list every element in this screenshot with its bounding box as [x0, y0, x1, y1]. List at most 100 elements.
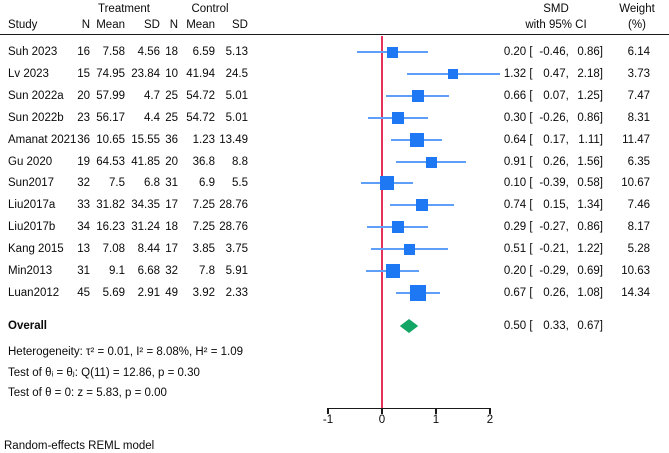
axis-tick-label: 2 [486, 414, 494, 426]
axis-tick-mark [435, 408, 437, 414]
smd-value: 0.50 [0.33, 0.67] [493, 319, 603, 333]
smd-bracket-close: ] [599, 177, 603, 189]
weight-value: 11.47 [622, 134, 650, 146]
smd-bracket-open: [ [526, 177, 533, 189]
treatment-mean: 64.53 [96, 156, 125, 168]
smd-estimate: 0.74 [503, 199, 527, 211]
smd-bracket-open: [ [526, 221, 533, 233]
effect-square [385, 264, 400, 278]
smd-value: 0.66 [0.07, 1.25] [493, 89, 603, 103]
treatment-n: 13 [77, 243, 90, 255]
smd-bracket-open: [ [526, 199, 533, 211]
group-header-treatment: Treatment [98, 3, 150, 15]
effect-square [387, 46, 399, 58]
treatment-sd: 6.68 [137, 265, 160, 277]
axis-tick-mark [489, 408, 491, 414]
smd-value: 0.10 [-0.39, 0.58] [493, 176, 603, 190]
smd-value: 0.91 [0.26, 1.56] [493, 155, 603, 169]
smd-estimate: 0.50 [503, 320, 527, 332]
smd-estimate: 0.30 [503, 112, 527, 124]
treatment-mean: 31.82 [96, 199, 125, 211]
smd-ci-lower: 0.33 [543, 320, 566, 332]
smd-ci-lower: -0.46 [539, 46, 566, 58]
control-mean: 3.85 [192, 243, 215, 255]
weight-value: 6.35 [627, 156, 650, 168]
smd-bracket-close: ] [599, 68, 603, 80]
control-mean: 7.25 [192, 199, 215, 211]
smd-bracket-close: ] [599, 46, 603, 58]
smd-ci-lower: 0.26 [543, 156, 566, 168]
axis-tick-mark [327, 408, 329, 414]
study-label: Sun2017 [8, 177, 55, 189]
smd-ci-lower: 0.07 [543, 90, 566, 102]
weight-value: 10.63 [621, 265, 650, 277]
smd-bracket-open: [ [526, 46, 533, 58]
effect-square [415, 199, 428, 211]
smd-ci-lower: -0.26 [539, 112, 566, 124]
smd-value: 0.64 [0.17, 1.11] [493, 133, 603, 147]
effect-square [404, 243, 416, 255]
control-n: 25 [165, 90, 178, 102]
treatment-mean: 74.95 [96, 68, 125, 80]
treatment-mean: 10.65 [96, 134, 125, 146]
smd-bracket-open: [ [526, 68, 533, 80]
smd-ci-lower: 0.15 [543, 199, 566, 211]
control-sd: 28.76 [219, 221, 248, 233]
control-n: 18 [165, 221, 178, 233]
study-label: Luan2012 [8, 287, 60, 299]
treatment-mean: 7.5 [109, 177, 125, 189]
weight-value: 10.67 [621, 177, 650, 189]
smd-ci-lower: -0.21 [539, 243, 566, 255]
control-sd: 8.8 [232, 156, 248, 168]
heterogeneity-note: Heterogeneity: τ² = 0.01, I² = 8.08%, H²… [8, 346, 243, 358]
smd-ci-upper: 0.86 [577, 221, 600, 233]
treatment-sd: 4.7 [144, 90, 160, 102]
study-label: Sun 2022a [8, 90, 64, 102]
smd-value: 0.30 [-0.26, 0.86] [493, 111, 603, 125]
treatment-n: 23 [77, 112, 90, 124]
control-n: 17 [165, 243, 178, 255]
smd-estimate: 0.67 [503, 287, 527, 299]
control-n: 36 [165, 134, 178, 146]
smd-estimate: 0.20 [503, 265, 527, 277]
smd-separator: , [565, 320, 569, 332]
smd-bracket-close: ] [599, 243, 603, 255]
weight-value: 7.47 [627, 90, 650, 102]
column-header-treatment-n: N [81, 19, 90, 31]
treatment-sd: 4.4 [144, 112, 160, 124]
header-divider [0, 34, 669, 36]
treatment-mean: 7.08 [102, 243, 125, 255]
column-header-treatment-mean: Mean [96, 19, 125, 31]
smd-ci-upper: 0.67 [577, 320, 600, 332]
treatment-n: 31 [77, 265, 90, 277]
smd-bracket-close: ] [599, 287, 603, 299]
treatment-sd: 15.55 [131, 134, 160, 146]
smd-value: 0.51 [-0.21, 1.22] [493, 242, 603, 256]
treatment-sd: 6.8 [144, 177, 160, 189]
treatment-sd: 41.85 [131, 156, 160, 168]
smd-separator: , [565, 156, 569, 168]
treatment-n: 20 [77, 90, 90, 102]
smd-estimate: 0.10 [503, 177, 527, 189]
smd-ci-lower: -0.27 [539, 221, 566, 233]
effect-square [411, 90, 424, 102]
column-header-study: Study [8, 19, 38, 31]
control-mean: 3.92 [192, 287, 215, 299]
overall-effect-test-note: Test of θ = 0: z = 5.83, p = 0.00 [8, 387, 167, 399]
treatment-sd: 23.84 [131, 68, 160, 80]
smd-ci-lower: 0.47 [543, 68, 566, 80]
smd-value: 0.74 [0.15, 1.34] [493, 198, 603, 212]
column-header-weight: Weight [619, 3, 655, 15]
treatment-sd: 34.35 [131, 199, 160, 211]
study-label: Sun 2022b [8, 112, 64, 124]
effect-square [448, 69, 459, 79]
smd-ci-lower: 0.26 [543, 287, 566, 299]
smd-bracket-close: ] [599, 320, 603, 332]
smd-bracket-open: [ [526, 287, 533, 299]
weight-value: 6.14 [627, 46, 650, 58]
treatment-sd: 4.56 [137, 46, 160, 58]
smd-bracket-close: ] [599, 199, 603, 211]
column-header-ci: with 95% CI [525, 19, 587, 31]
smd-separator: , [565, 68, 569, 80]
smd-ci-lower: -0.39 [539, 177, 566, 189]
